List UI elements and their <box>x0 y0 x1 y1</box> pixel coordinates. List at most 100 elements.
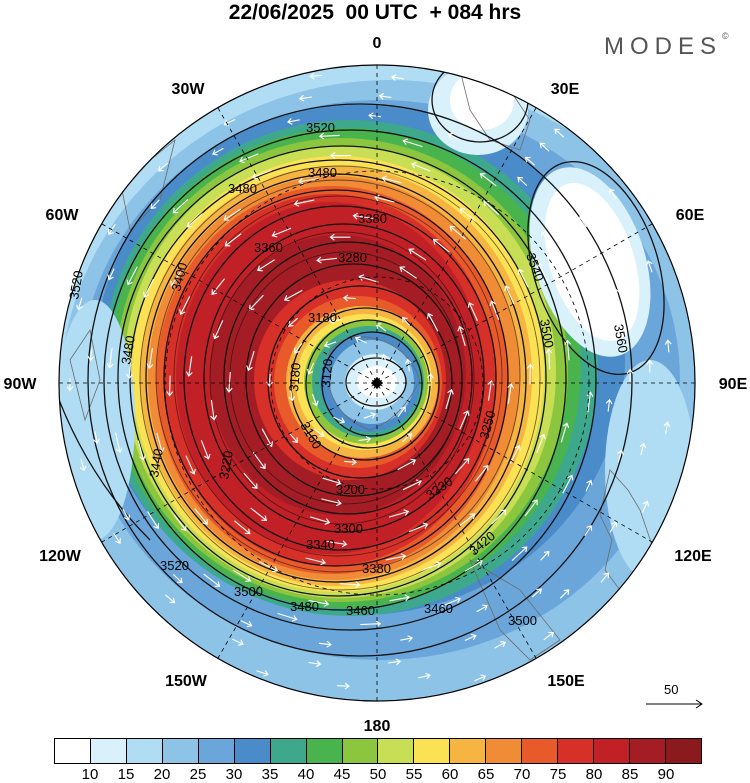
map-boundary <box>58 64 696 702</box>
colorbar-swatch <box>90 739 127 763</box>
wind-vector <box>464 559 483 572</box>
wind-vector <box>391 74 404 81</box>
wind-vector <box>246 350 255 372</box>
wind-vector <box>507 383 515 404</box>
wind-vector <box>545 348 553 370</box>
wind-vector <box>479 173 497 187</box>
wind-vector <box>187 213 203 228</box>
wind-vector <box>352 212 374 220</box>
wind-vector <box>318 132 340 140</box>
contour-label: 3520 <box>160 558 189 573</box>
wind-vector <box>146 348 154 369</box>
contour-label: 3460 <box>424 601 453 616</box>
colorbar-tick-label: 40 <box>297 766 315 783</box>
wind-vector <box>585 479 593 492</box>
contour-label: 3520 <box>306 120 335 135</box>
wind-vector <box>456 114 468 122</box>
wind-vector <box>663 421 671 435</box>
colorbar-tick-label: 35 <box>261 766 279 783</box>
lon-label-60e: 60E <box>676 207 705 224</box>
wind-vector <box>232 638 244 646</box>
wind-vector <box>311 394 319 407</box>
wind-vector <box>531 588 542 598</box>
wind-vector <box>360 620 382 628</box>
wind-vector <box>458 513 476 527</box>
wind-vector <box>283 289 303 302</box>
wind-vector <box>93 431 100 445</box>
colorbar-swatch <box>522 739 559 763</box>
wind-vector <box>354 336 367 344</box>
wind-vector <box>257 259 275 272</box>
wind-vector <box>185 356 193 377</box>
colorbar-tick-label: 15 <box>117 766 135 783</box>
wind-vector <box>106 347 114 369</box>
colorbar-swatch <box>234 739 271 763</box>
wind-vector <box>323 341 337 348</box>
wind-vector <box>329 233 351 241</box>
wind-vector <box>401 433 413 443</box>
colorbar-tick-label: 45 <box>333 766 351 783</box>
wind-vector <box>87 348 95 362</box>
wind-vector <box>115 432 123 454</box>
wind-vector <box>524 156 535 166</box>
colorbar-tick-label: 70 <box>513 766 531 783</box>
wind-vector <box>517 176 528 187</box>
wind-vector <box>358 274 379 283</box>
wind-vector <box>447 132 460 140</box>
wind-vector <box>339 581 361 588</box>
colorbar-tick-label: 65 <box>477 766 495 783</box>
colorbar-tick-label: 20 <box>153 766 171 783</box>
lon-label-150e: 150E <box>547 673 585 690</box>
colorbar-tick-label: 55 <box>405 766 423 783</box>
contour-label: 3180 <box>308 310 337 325</box>
wind-vector <box>605 398 613 412</box>
lon-label-150w: 150W <box>165 673 208 690</box>
wind-vector <box>261 428 273 448</box>
colorbar-swatch <box>665 739 701 763</box>
wind-vector <box>271 227 292 238</box>
wind-vector <box>107 223 116 236</box>
wind-vector <box>251 169 272 180</box>
brand-name: MODES <box>604 33 723 60</box>
wind-vector <box>170 268 183 287</box>
wind-vector <box>79 458 87 472</box>
contour-label: 3180 <box>286 362 303 392</box>
wind-vector <box>179 296 191 316</box>
wind-vector <box>540 550 550 561</box>
wind-vector <box>539 142 550 152</box>
wind-vector <box>224 233 242 247</box>
wind-vector <box>449 225 466 240</box>
wind-vector <box>288 388 296 402</box>
wind-vector <box>330 152 352 159</box>
wind-vector <box>487 379 495 401</box>
wind-vector <box>626 368 634 382</box>
colorbar-swatch <box>342 739 379 763</box>
wind-vector <box>321 498 342 507</box>
wind-vector <box>150 199 160 210</box>
contour-label: 3500 <box>234 584 263 599</box>
wind-vector <box>342 294 356 302</box>
wind-vector <box>537 262 548 282</box>
wind-vector <box>277 612 298 622</box>
wind-vector <box>455 457 470 475</box>
wind-vector <box>223 208 242 221</box>
wind-vector <box>223 119 236 127</box>
colorbar-swatch <box>126 739 163 763</box>
wind-vector <box>239 153 259 164</box>
wind-vector <box>66 378 74 392</box>
wind-vector <box>318 640 332 648</box>
wind-vector <box>494 641 507 649</box>
wind-vector <box>307 362 315 375</box>
wind-vector <box>321 477 342 486</box>
wind-vector <box>259 561 279 573</box>
wind-vector <box>402 138 423 148</box>
wind-vector <box>613 288 621 302</box>
contour-label: 3250 <box>476 409 498 441</box>
colorbar-tick-label: 50 <box>369 766 387 783</box>
wind-vector <box>289 432 298 444</box>
wind-vector <box>504 285 515 305</box>
wind-vector <box>212 147 224 156</box>
wind-vector <box>399 266 418 279</box>
wind-vector <box>467 301 479 322</box>
wind-vector <box>646 359 654 373</box>
